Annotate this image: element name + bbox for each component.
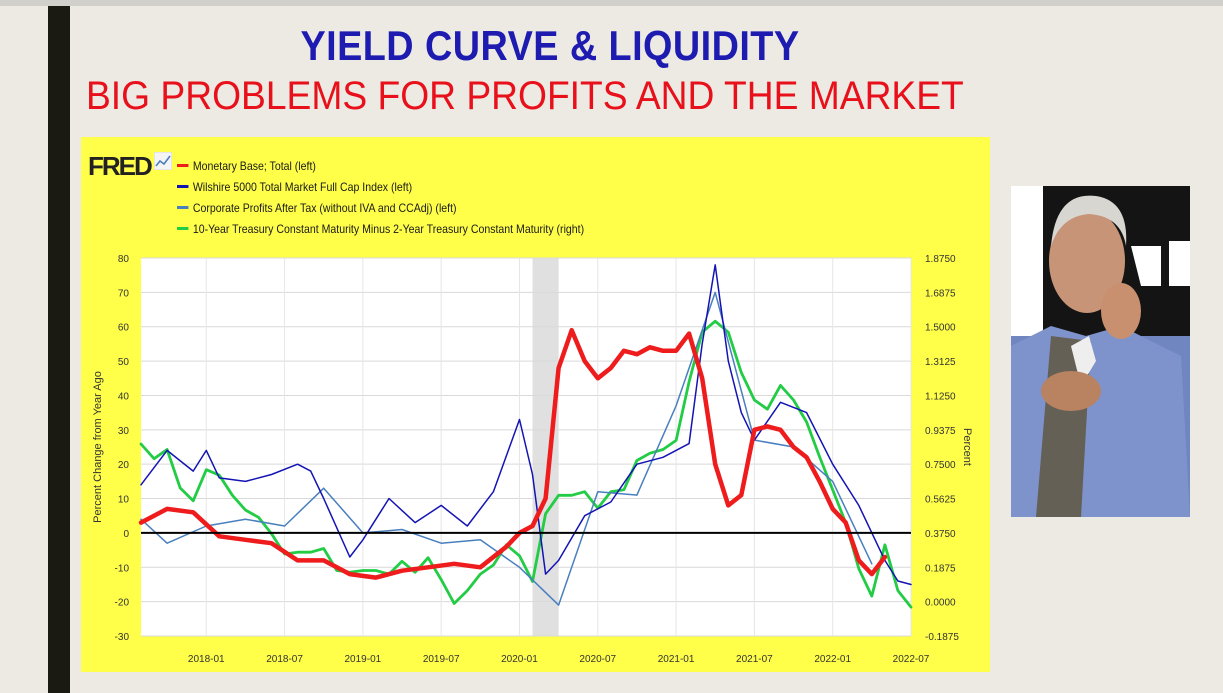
- y-tick-label: 30: [118, 426, 130, 437]
- y-tick-label-right: 1.1250: [925, 391, 956, 402]
- legend-label: Monetary Base; Total (left): [192, 158, 316, 173]
- legend-item: Monetary Base; Total (left): [177, 155, 584, 176]
- chart-panel: FRED Monetary Base; Total (left) Wilshire…: [81, 137, 990, 672]
- fred-logo: FRED: [88, 151, 153, 181]
- recession-band: [532, 258, 559, 636]
- chart-plot: 80 1.8750 70 1.6875 60 1.5000 50 1.3125 40 1.1250…: [92, 254, 973, 665]
- legend-label: 10-Year Treasury Constant Maturity Minus…: [192, 221, 585, 236]
- x-tick-label: 2021-01: [658, 654, 695, 665]
- y-tick-label-right: 1.3125: [925, 357, 956, 368]
- y-tick-label: 20: [118, 460, 130, 471]
- x-tick-label: 2020-07: [579, 654, 616, 665]
- x-tick-label: 2018-01: [188, 654, 225, 665]
- y-tick-label: 50: [118, 357, 130, 368]
- x-tick-label: 2018-07: [266, 654, 303, 665]
- y-tick-label: 0: [123, 529, 129, 540]
- top-border: [0, 0, 1223, 6]
- x-tick-label: 2019-07: [423, 654, 460, 665]
- legend-item: Corporate Profits After Tax (without IVA…: [177, 197, 584, 218]
- legend-swatch: [177, 164, 189, 167]
- y-tick-label: 60: [118, 323, 130, 334]
- y-tick-label: 40: [118, 391, 130, 402]
- y-tick-label-right: 0.1875: [925, 563, 956, 574]
- legend-label: Corporate Profits After Tax (without IVA…: [192, 200, 457, 215]
- x-tick-label: 2019-01: [345, 654, 382, 665]
- y-tick-label-right: 0.7500: [925, 460, 956, 471]
- y-tick-label: -20: [115, 598, 130, 609]
- legend-item: 10-Year Treasury Constant Maturity Minus…: [177, 218, 584, 239]
- chart-legend: Monetary Base; Total (left) Wilshire 5000…: [177, 155, 640, 239]
- y-tick-label: -30: [115, 632, 130, 643]
- legend-swatch: [177, 185, 189, 188]
- y-tick-label: 10: [118, 495, 130, 506]
- y-tick-label: 80: [118, 254, 130, 265]
- y-tick-label: 70: [118, 288, 130, 299]
- y-axis-label: Percent Change from Year Ago: [92, 371, 104, 523]
- y-tick-label-right: 1.8750: [925, 254, 956, 265]
- series-line-1: [138, 327, 888, 580]
- series-line-2: [140, 264, 912, 586]
- x-tick-label: 2022-01: [814, 654, 851, 665]
- y-tick-label: -10: [115, 563, 130, 574]
- x-tick-label: 2021-07: [736, 654, 773, 665]
- y-tick-label-right: 0.5625: [925, 495, 956, 506]
- y-tick-label-right: 0.9375: [925, 426, 956, 437]
- legend-swatch: [177, 206, 189, 209]
- presenter-photo: [1011, 186, 1190, 517]
- y-axis-label-right: Percent: [961, 428, 973, 466]
- y-tick-label-right: 1.5000: [925, 323, 956, 334]
- x-tick-label: 2020-01: [501, 654, 538, 665]
- slide-title: YIELD CURVE & LIQUIDITY: [300, 22, 800, 69]
- slide-sidebar-bar: [48, 6, 70, 693]
- slide-subtitle: BIG PROBLEMS FOR PROFITS AND THE MARKET: [86, 74, 964, 118]
- legend-item: Wilshire 5000 Total Market Full Cap Inde…: [177, 176, 584, 197]
- y-tick-label-right: 0.0000: [925, 598, 956, 609]
- y-tick-label-right: -0.1875: [925, 632, 959, 643]
- chart-line-icon: [154, 152, 172, 170]
- x-tick-label: 2022-07: [893, 654, 930, 665]
- y-tick-label-right: 1.6875: [925, 288, 956, 299]
- series-line-4: [139, 319, 913, 609]
- legend-label: Wilshire 5000 Total Market Full Cap Inde…: [192, 179, 413, 194]
- legend-swatch: [177, 227, 189, 230]
- y-tick-label-right: 0.3750: [925, 529, 956, 540]
